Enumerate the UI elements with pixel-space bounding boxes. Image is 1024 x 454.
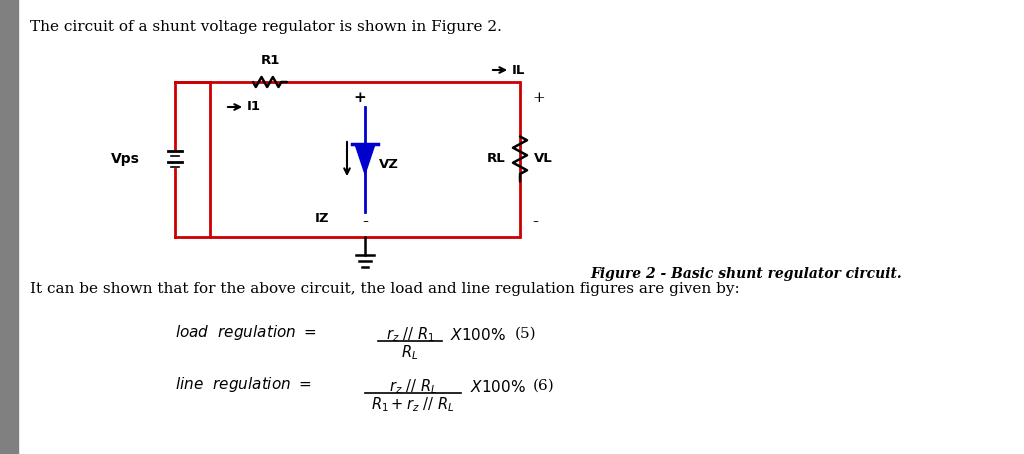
Text: $\mathit{r_z\ //\ R_L}$: $\mathit{r_z\ //\ R_L}$ [389,377,437,396]
Text: $X100\%$: $X100\%$ [470,379,526,395]
Text: -: - [362,213,368,231]
Text: IL: IL [512,64,525,77]
Text: $\mathit{r_z\ //\ R_1}$: $\mathit{r_z\ //\ R_1}$ [386,325,434,344]
Text: VZ: VZ [379,158,399,171]
Text: Figure 2 - Basic shunt regulator circuit.: Figure 2 - Basic shunt regulator circuit… [590,267,902,281]
Text: -: - [532,213,538,231]
Text: $X100\%$: $X100\%$ [450,327,506,343]
Bar [0,0,18,454]
Text: +: + [353,91,367,105]
Text: I1: I1 [247,100,261,114]
Text: Vps: Vps [112,152,140,166]
Text: IZ: IZ [315,212,330,226]
Text: $\mathit{R_L}$: $\mathit{R_L}$ [401,343,419,362]
Text: +: + [532,91,545,105]
Text: R1: R1 [260,54,280,67]
Text: (6): (6) [534,379,555,393]
Text: $\mathit{line\ \ regulation}\ =$: $\mathit{line\ \ regulation}\ =$ [175,375,311,394]
Text: RL: RL [487,153,506,166]
Text: $\mathit{load\ \ regulation}\ =$: $\mathit{load\ \ regulation}\ =$ [175,323,316,342]
Bar [210,82,520,237]
Polygon shape [355,144,375,174]
Text: $\mathit{R_1 + r_z\ //\ R_L}$: $\mathit{R_1 + r_z\ //\ R_L}$ [372,395,455,414]
Text: It can be shown that for the above circuit, the load and line regulation figures: It can be shown that for the above circu… [30,282,739,296]
Text: (5): (5) [515,327,537,341]
Text: The circuit of a shunt voltage regulator is shown in Figure 2.: The circuit of a shunt voltage regulator… [30,20,502,34]
Text: VL: VL [534,153,553,166]
